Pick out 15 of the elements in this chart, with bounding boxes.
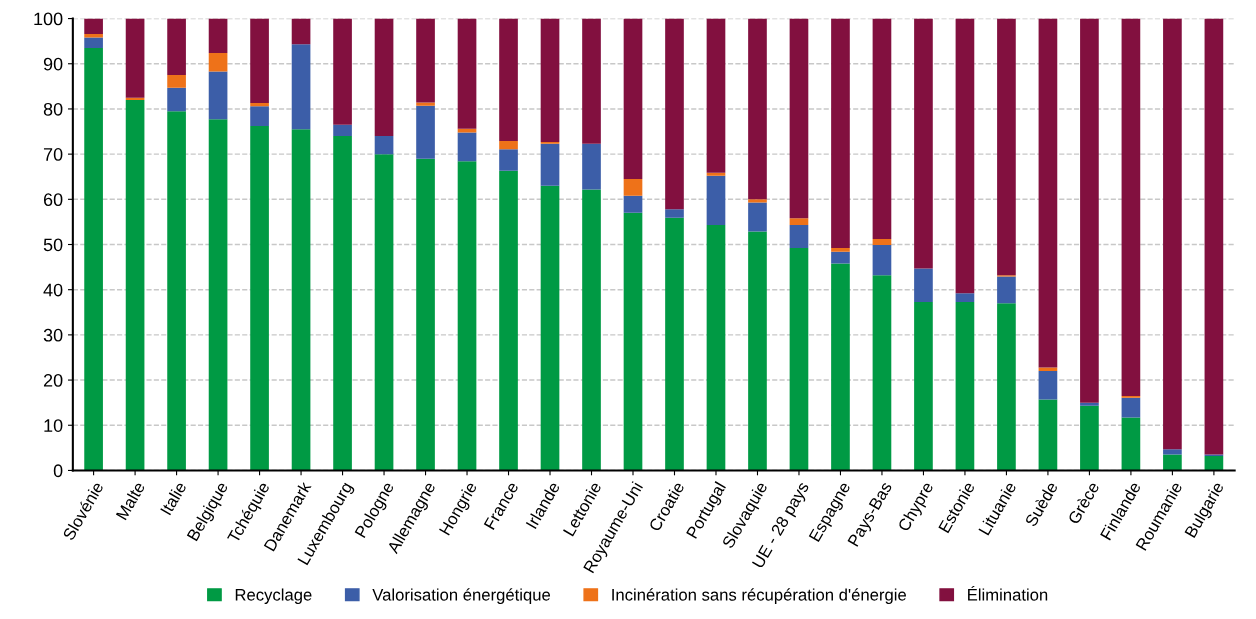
y-tick-label: 90 [43, 57, 63, 71]
y-tick-label: 60 [43, 193, 63, 207]
legend-label: Incinération sans récupération d'énergie [612, 588, 906, 604]
y-tick-label: 20 [43, 374, 63, 387]
y-tick-label: 70 [43, 148, 63, 161]
y-tick-label: 100 [34, 12, 63, 26]
legend-label: Élimination [968, 586, 1048, 601]
y-tick-label: 0 [53, 464, 63, 478]
legend-label: Recyclage [235, 588, 312, 604]
y-tick-label: 10 [44, 419, 63, 432]
y-tick-label: 30 [43, 328, 63, 342]
y-tick-label: 40 [43, 283, 63, 297]
y-tick-label: 80 [43, 102, 63, 116]
legend-label: Valorisation énergétique [372, 588, 551, 604]
y-tick-label: 50 [43, 238, 63, 252]
